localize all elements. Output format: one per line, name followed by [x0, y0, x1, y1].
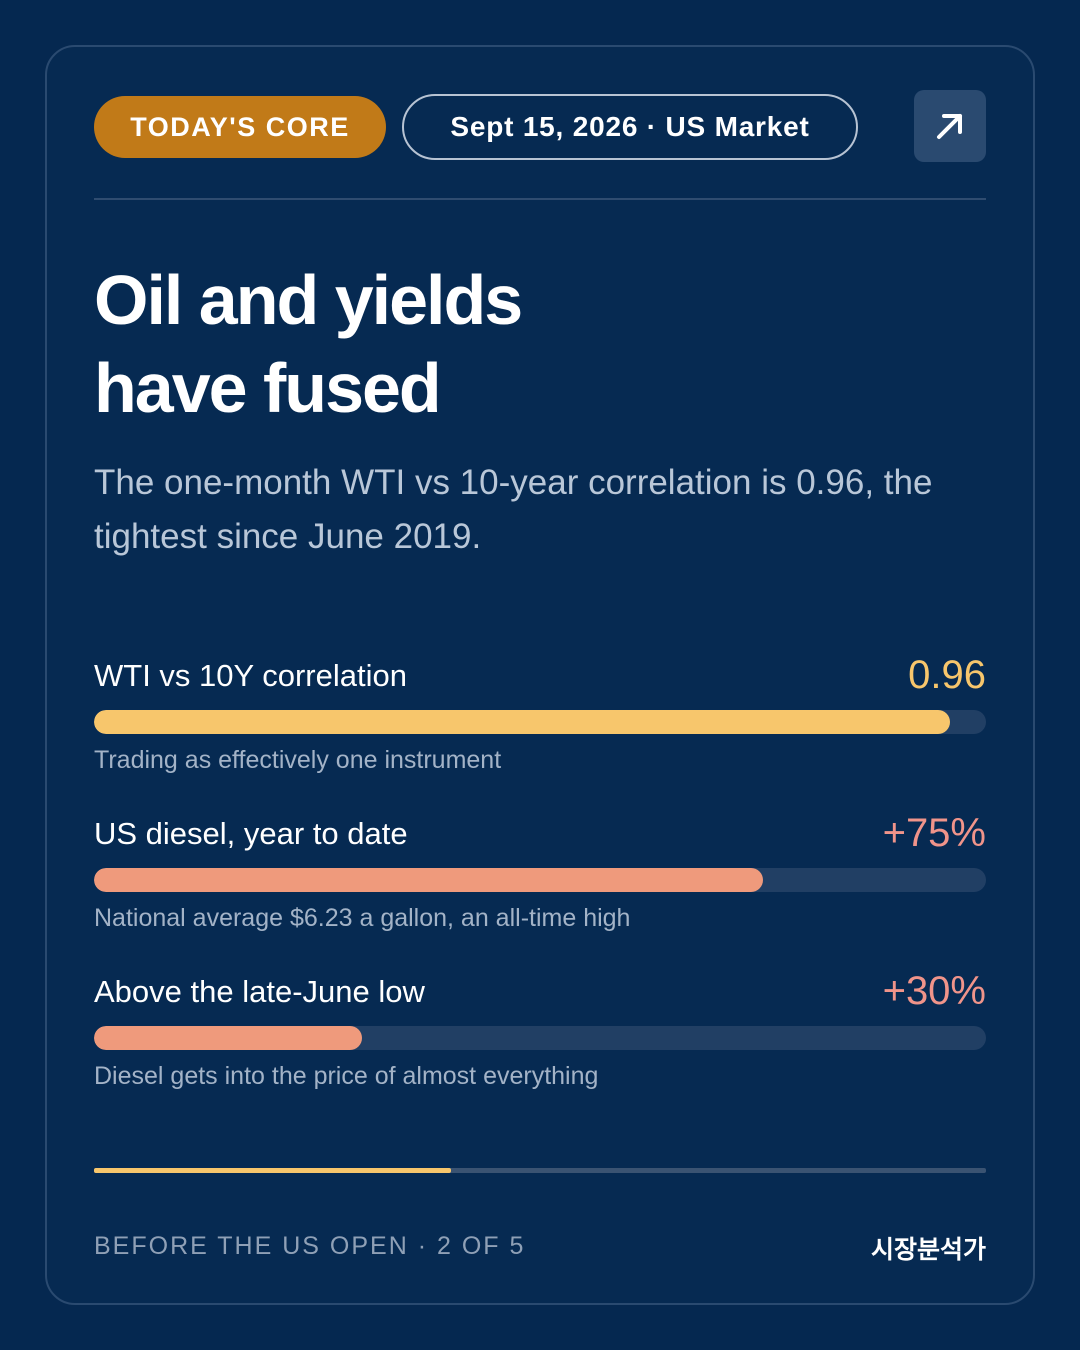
metric-bar-fill-diesel-ytd — [94, 868, 763, 892]
metric-note-above-june-low: Diesel gets into the price of almost eve… — [94, 1062, 599, 1090]
metric-note-correlation: Trading as effectively one instrument — [94, 746, 502, 774]
open-external-button[interactable] — [914, 90, 986, 162]
metric-label-above-june-low: Above the late-June low — [94, 974, 425, 1009]
metric-value-correlation: 0.96 — [908, 653, 986, 697]
footer-brand: 시장분석가 — [870, 1236, 986, 1264]
metric-value-diesel-ytd: +75% — [882, 811, 986, 855]
todays-core-badge: TODAY'S CORE — [94, 96, 386, 158]
metric-note-diesel-ytd: National average $6.23 a gallon, an all-… — [94, 904, 631, 932]
metric-bar-diesel-ytd — [94, 868, 986, 892]
header-divider — [94, 198, 986, 200]
metric-bar-fill-above-june-low — [94, 1026, 362, 1050]
title-line-2: have fused — [94, 349, 442, 427]
summary-text: The one-month WTI vs 10-year correlation… — [94, 463, 933, 556]
story-progress-bar — [94, 1168, 986, 1173]
metric-value-above-june-low: +30% — [882, 969, 986, 1013]
page-title: Oil and yields have fused — [94, 256, 974, 432]
title-line-1: Oil and yields — [94, 261, 523, 339]
story-card — [45, 45, 1035, 1305]
story-progress-fill — [94, 1168, 451, 1173]
date-market-pill: Sept 15, 2026 · US Market — [402, 94, 858, 160]
footer-page-indicator: BEFORE THE US OPEN · 2 OF 5 — [94, 1232, 526, 1260]
metric-label-correlation: WTI vs 10Y correlation — [94, 658, 407, 693]
metric-bar-fill-correlation — [94, 710, 951, 734]
metric-label-diesel-ytd: US diesel, year to date — [94, 816, 408, 851]
arrow-up-right-icon — [937, 114, 962, 139]
metric-bar-above-june-low — [94, 1026, 986, 1050]
metric-bar-correlation — [94, 710, 986, 734]
